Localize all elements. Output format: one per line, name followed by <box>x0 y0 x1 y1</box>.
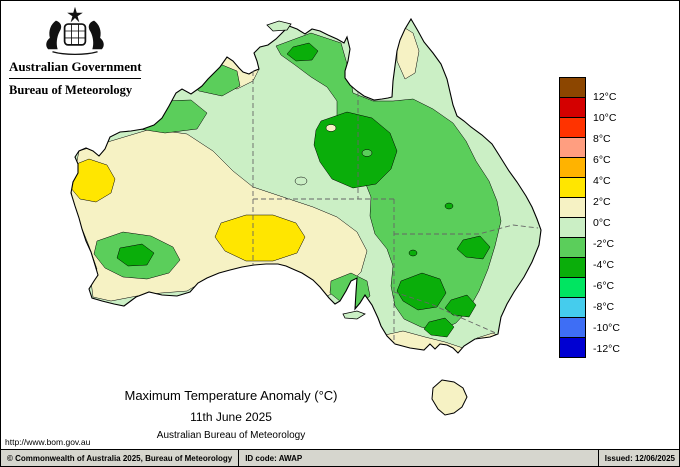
island-melville <box>266 20 292 32</box>
legend-labels: 12°C 10°C 8°C 6°C 4°C 2°C 0°C -2°C -4°C -6°C -8°C -… <box>593 87 620 360</box>
anomaly-spot <box>361 149 373 157</box>
legend-label: -2°C <box>593 238 615 250</box>
state-border-qld-nsw <box>394 224 539 235</box>
state-border-nsw-vic <box>393 291 499 335</box>
header: Australian Government Bureau of Meteorol… <box>9 5 159 98</box>
legend-label: -10°C <box>593 322 620 334</box>
anomaly-region-yellow-central-sa <box>214 214 306 262</box>
legend-cell <box>559 117 586 138</box>
legend-label: -12°C <box>593 343 620 355</box>
anomaly-region-darkgreen-nw-qld <box>313 111 398 189</box>
anomaly-region-darkgreen-nsw-2 <box>444 294 477 318</box>
legend-cell <box>559 337 586 358</box>
anomaly-spot <box>408 249 418 257</box>
legend-label: 12°C <box>593 91 617 103</box>
copyright-text: © Commonwealth of Australia 2025, Bureau… <box>7 453 233 463</box>
bom-url-link[interactable]: http://www.bom.gov.au <box>5 437 91 447</box>
legend-cell <box>559 277 586 298</box>
australia-coastline <box>70 17 542 354</box>
legend-cell <box>559 317 586 338</box>
anomaly-region-darkgreen-qld-coast <box>456 235 491 260</box>
government-title: Australian Government <box>9 59 142 74</box>
legend-label: 4°C <box>593 175 611 187</box>
footer-spacer <box>308 450 597 466</box>
legend-cell <box>559 197 586 218</box>
map-caption: Maximum Temperature Anomaly (°C) 11th Ju… <box>11 388 451 441</box>
crest-shield <box>63 23 87 46</box>
map-source: Australian Bureau of Meteorology <box>156 430 306 441</box>
legend-label: 6°C <box>593 154 611 166</box>
legend-cell <box>559 217 586 238</box>
anomaly-region-darkgreen-nsw-1 <box>396 272 447 311</box>
footer-divider <box>238 450 240 466</box>
legend-cell <box>559 177 586 198</box>
legend-cell <box>559 97 586 118</box>
anomaly-regions <box>71 19 541 353</box>
header-divider <box>9 78 141 79</box>
legend-label: -8°C <box>593 301 615 313</box>
legend-cell <box>559 237 586 258</box>
crest-emu <box>88 20 104 50</box>
anomaly-spot <box>444 202 454 210</box>
anomaly-region-darkgreen-wa-core <box>116 243 155 267</box>
footer-bar: © Commonwealth of Australia 2025, Bureau… <box>1 449 679 466</box>
footer-divider <box>597 450 599 466</box>
legend-label: -4°C <box>593 259 615 271</box>
legend-cell <box>559 157 586 178</box>
legend-label: 2°C <box>593 196 611 208</box>
legend-cells <box>559 77 586 358</box>
anomaly-spot <box>325 124 337 132</box>
island-kangaroo <box>342 310 366 320</box>
state-borders <box>252 71 539 344</box>
crest-banner <box>52 51 98 56</box>
legend-cell <box>559 77 586 98</box>
crest-star <box>67 6 83 23</box>
australia-anomaly-map <box>70 17 542 416</box>
legend: 12°C 10°C 8°C 6°C 4°C 2°C 0°C -2°C -4°C -6°C -8°C -… <box>559 77 620 358</box>
id-code-text: ID code: AWAP <box>245 453 303 463</box>
issued-text: Issued: 12/06/2025 <box>604 453 675 463</box>
tasmania <box>431 379 468 416</box>
anomaly-region-darkgreen-vic-border <box>423 317 455 338</box>
legend-label: -6°C <box>593 280 615 292</box>
anomaly-spot <box>294 176 308 186</box>
anomaly-spot <box>345 289 357 297</box>
crest-kangaroo <box>46 20 62 50</box>
legend-cell <box>559 137 586 158</box>
legend-label: 10°C <box>593 112 617 124</box>
map-date: 11th June 2025 <box>190 410 272 424</box>
legend-cell <box>559 297 586 318</box>
legend-label: 0°C <box>593 217 611 229</box>
agency-title: Bureau of Meteorology <box>9 83 133 97</box>
crest-shield-quarters <box>64 24 86 45</box>
legend-label: 8°C <box>593 133 611 145</box>
coat-of-arms-icon <box>46 6 104 56</box>
anomaly-region-green-pilbara <box>128 99 208 134</box>
legend-cell <box>559 257 586 278</box>
map-title: Maximum Temperature Anomaly (°C) <box>124 388 338 403</box>
anomaly-region-yellow-west-coast <box>71 158 116 203</box>
anomaly-region-darkgreen-top-end <box>286 42 319 62</box>
